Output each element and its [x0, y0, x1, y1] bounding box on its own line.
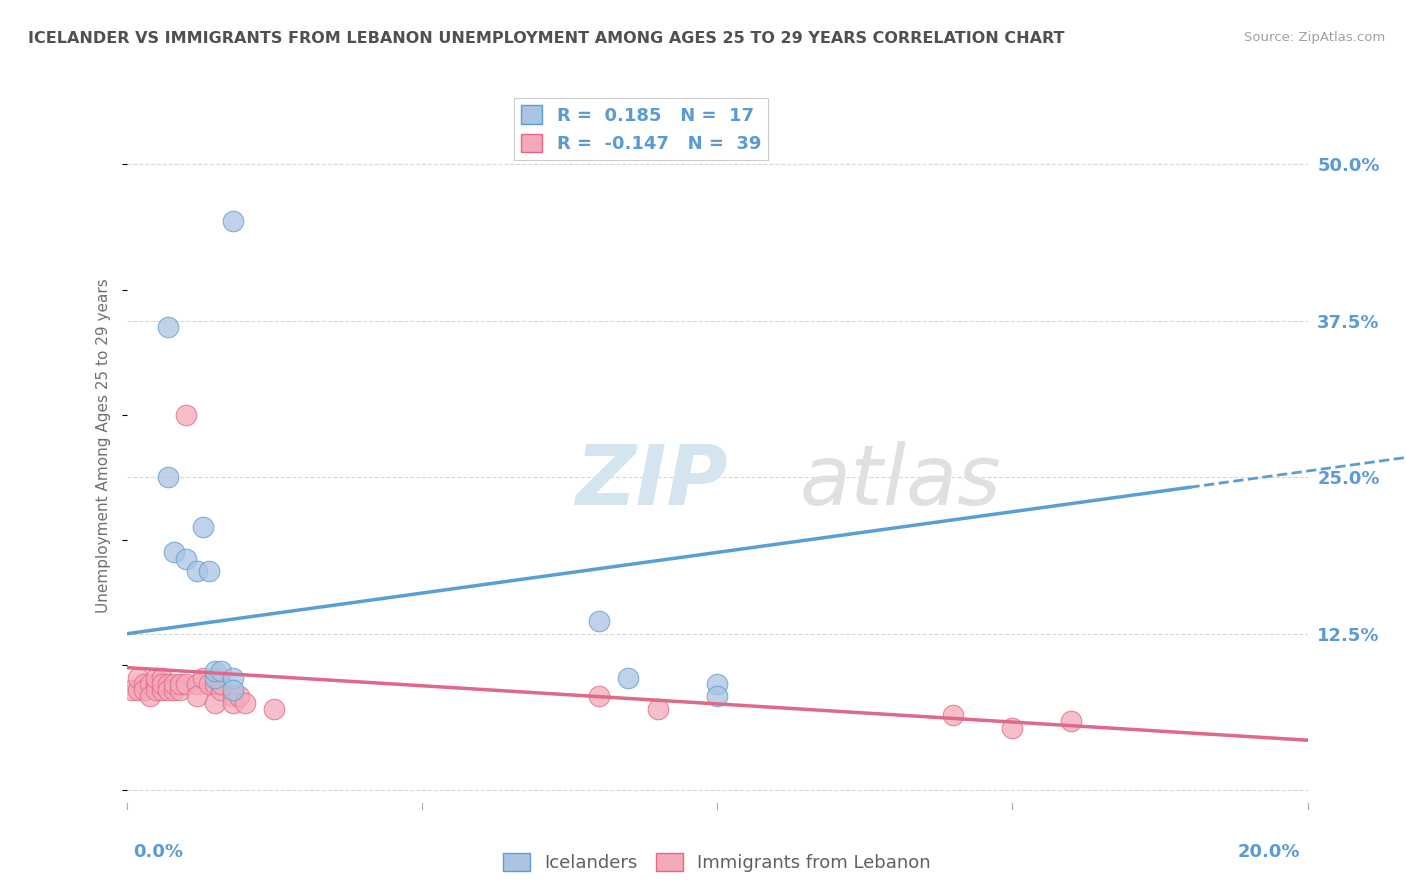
Point	[150, 683, 173, 698]
Point	[193, 671, 215, 685]
Text: ZIP: ZIP	[575, 442, 728, 522]
Point	[942, 708, 965, 723]
Point	[204, 677, 226, 691]
Point	[156, 677, 179, 691]
Point	[150, 671, 173, 685]
Point	[163, 677, 186, 691]
Legend: Icelanders, Immigrants from Lebanon: Icelanders, Immigrants from Lebanon	[496, 846, 938, 880]
Point	[588, 614, 610, 628]
Point	[1060, 714, 1083, 729]
Point	[134, 683, 156, 698]
Point	[222, 671, 245, 685]
Point	[186, 690, 208, 704]
Point	[121, 683, 143, 698]
Point	[156, 470, 179, 484]
Point	[139, 690, 162, 704]
Point	[174, 551, 197, 566]
Point	[1001, 721, 1024, 735]
Point	[169, 677, 191, 691]
Text: atlas: atlas	[800, 442, 1001, 522]
Point	[150, 677, 173, 691]
Point	[134, 677, 156, 691]
Point	[706, 677, 728, 691]
Point	[222, 696, 245, 710]
Text: ICELANDER VS IMMIGRANTS FROM LEBANON UNEMPLOYMENT AMONG AGES 25 TO 29 YEARS CORR: ICELANDER VS IMMIGRANTS FROM LEBANON UNE…	[28, 31, 1064, 46]
Point	[617, 671, 640, 685]
Point	[174, 408, 197, 422]
Point	[174, 677, 197, 691]
Point	[222, 683, 245, 698]
Point	[228, 690, 250, 704]
Point	[145, 671, 167, 685]
Text: Source: ZipAtlas.com: Source: ZipAtlas.com	[1244, 31, 1385, 45]
Point	[127, 671, 149, 685]
Point	[169, 683, 191, 698]
Text: 0.0%: 0.0%	[134, 843, 184, 861]
Text: 20.0%: 20.0%	[1239, 843, 1301, 861]
Point	[647, 702, 669, 716]
Point	[127, 683, 149, 698]
Point	[198, 677, 221, 691]
Point	[233, 696, 256, 710]
Point	[204, 696, 226, 710]
Point	[209, 665, 232, 679]
Point	[145, 683, 167, 698]
Point	[209, 683, 232, 698]
Point	[193, 520, 215, 534]
Point	[263, 702, 285, 716]
Point	[204, 671, 226, 685]
Point	[186, 677, 208, 691]
Point	[145, 677, 167, 691]
Point	[204, 665, 226, 679]
Point	[209, 677, 232, 691]
Point	[163, 545, 186, 559]
Point	[156, 320, 179, 334]
Point	[706, 690, 728, 704]
Point	[588, 690, 610, 704]
Point	[163, 683, 186, 698]
Point	[186, 564, 208, 578]
Y-axis label: Unemployment Among Ages 25 to 29 years: Unemployment Among Ages 25 to 29 years	[96, 278, 111, 614]
Point	[222, 690, 245, 704]
Point	[139, 677, 162, 691]
Point	[156, 683, 179, 698]
Point	[222, 213, 245, 227]
Point	[198, 564, 221, 578]
